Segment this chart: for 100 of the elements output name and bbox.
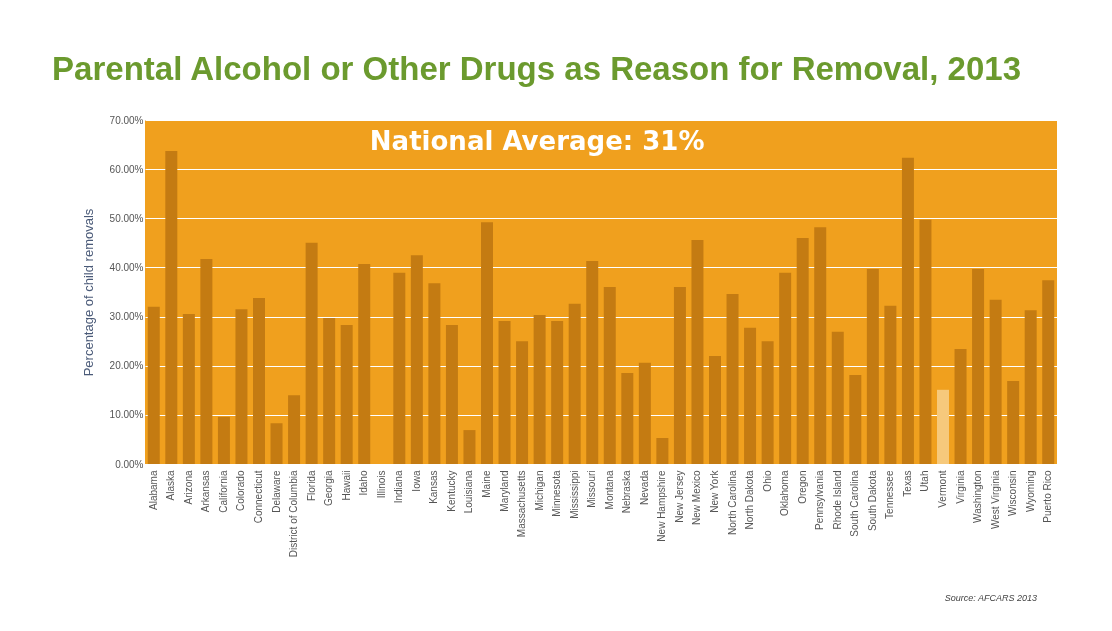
bar [200,259,213,464]
bar [656,437,669,464]
y-tick-label: 60.00% [109,163,144,175]
x-tick-label: Nevada [638,470,650,505]
x-tick-label: Maine [481,470,492,498]
x-tick-label: Alaska [165,470,177,501]
x-tick-label: Alabama [147,470,159,510]
bar [638,362,651,464]
bar [831,331,844,464]
x-tick-label: Georgia [323,470,335,507]
bar [796,237,809,464]
bar [235,309,248,464]
x-tick-label: California [217,470,229,513]
bar [972,268,985,464]
x-tick-label: Arkansas [200,470,212,513]
x-tick-label: Oregon [796,470,808,504]
bar [621,373,634,464]
bar [1024,310,1037,464]
bar [744,327,757,464]
x-tick-label: North Dakota [744,470,756,530]
x-tick-label: Puerto Rico [1042,470,1054,523]
y-tick-label: 30.00% [109,311,144,323]
x-tick-label: Montana [603,470,615,510]
x-tick-label: West Virginia [989,470,1001,530]
y-tick-label: 40.00% [109,261,144,273]
x-tick-label: Massachusetts [516,470,528,538]
bar [516,341,529,464]
x-tick-label: Virginia [954,470,966,504]
y-tick-label: 50.00% [109,212,144,224]
x-tick-label: Kentucky [445,470,457,512]
bar [726,293,739,464]
x-tick-label: Connecticut [253,470,264,524]
bar [445,324,458,464]
x-tick-label: Minnesota [551,470,563,517]
x-tick-label: Iowa [410,470,422,492]
bar [340,324,353,464]
x-tick-label: Wisconsin [1007,470,1019,517]
bar [147,306,160,464]
bar [481,222,493,464]
x-tick-label: Hawaii [340,470,352,501]
bar [182,314,195,464]
x-tick-label: Ohio [761,470,773,492]
x-tick-label: Oklahoma [779,470,791,517]
x-tick-label: Nebraska [621,470,633,514]
bar [410,255,423,464]
y-tick-label: 20.00% [109,360,144,372]
bar [814,227,827,464]
bar [1007,380,1020,464]
x-tick-label: Pennsylvania [814,470,826,530]
bar [901,157,914,464]
bar [989,299,1002,464]
bar [761,341,774,464]
bar [323,318,336,464]
bar [288,395,301,464]
bar [954,349,967,464]
x-tick-label: Vermont [937,470,948,508]
bar [779,272,792,464]
x-tick-label: Mississippi [568,470,580,519]
annotation: National Average: 31% [369,126,705,156]
x-tick-label: Indiana [393,470,405,504]
x-tick-label: New Mexico [691,470,703,525]
bar [568,303,581,464]
bar [884,305,897,464]
x-tick-label: Maryland [498,470,510,512]
x-tick-label: Florida [305,470,317,502]
bar [586,261,599,464]
chart-title: Parental Alcohol or Other Drugs as Reason for Removal, 2013 [52,50,1022,87]
bar [498,320,511,464]
x-tick-label: New Hampshire [656,470,668,542]
x-tick-label: North Carolina [726,470,738,535]
x-tick-label: Wyoming [1024,470,1036,513]
x-tick-label: Kansas [428,470,440,504]
x-tick-label: South Dakota [866,470,878,532]
x-tick-label: Delaware [270,470,282,513]
x-tick-label: Idaho [358,470,370,496]
y-tick-label: 0.00% [115,458,144,470]
bar [428,283,441,464]
x-tick-label: Arizona [182,470,194,505]
x-tick-label: Missouri [586,470,598,508]
bar [358,263,371,464]
x-tick-label: New York [709,469,720,513]
bar [603,287,616,464]
bar [849,375,862,464]
x-tick-label: Utah [919,470,931,492]
y-tick-label: 70.00% [109,114,144,126]
bar [393,272,406,464]
bar [673,287,686,464]
bar [270,423,283,464]
bar [253,297,265,464]
bar [533,315,546,464]
bar [937,389,949,464]
bar [709,355,721,464]
y-axis-title: Percentage of child removals [80,208,96,377]
bar [305,242,318,464]
x-tick-label: Tennessee [884,470,896,519]
source-note: Source: AFCARS 2013 [944,593,1037,603]
x-tick-label: Texas [901,470,913,497]
x-tick-label: Louisiana [463,470,475,514]
y-tick-label: 10.00% [109,409,144,421]
bar [866,268,879,464]
